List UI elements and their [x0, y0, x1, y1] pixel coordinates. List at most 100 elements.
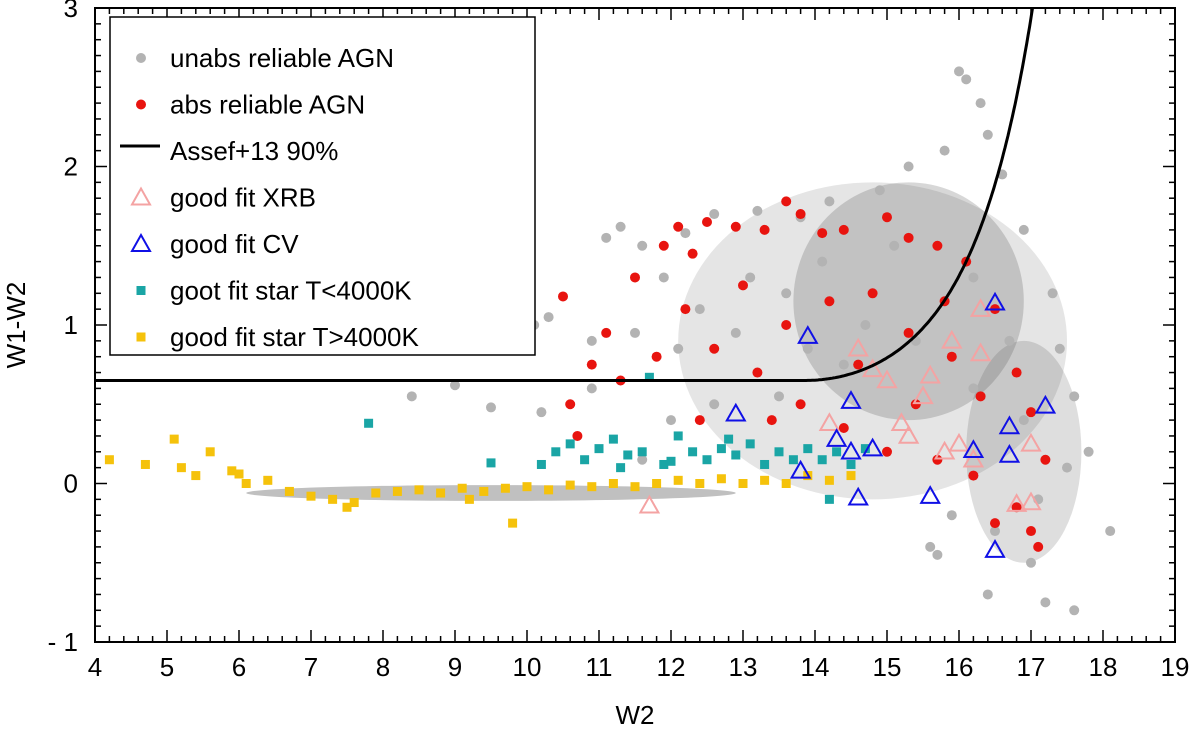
cv-point: [998, 415, 1021, 435]
star-warm-point: [464, 494, 474, 504]
assef-curve-line: [95, 8, 1035, 382]
xrb-point: [1020, 491, 1042, 511]
star-warm-point: [479, 486, 489, 496]
abs-agn-point: [903, 232, 914, 243]
cv-point: [725, 402, 747, 422]
abs-agn-point: [738, 280, 748, 291]
legend-box: [109, 16, 536, 356]
cv-point: [919, 485, 941, 504]
abs-agn-point: [932, 240, 943, 251]
star-cool-point: [817, 455, 827, 465]
x-tick-label: 14: [801, 652, 830, 682]
star-warm-point: [738, 479, 748, 488]
star-warm-point: [457, 483, 467, 493]
abs-agn-point: [838, 423, 849, 434]
star-warm-point: [349, 498, 359, 508]
unabs-agn-point: [709, 209, 720, 220]
star-warm-point: [716, 474, 726, 484]
x-tick-label: 16: [945, 652, 974, 682]
abs-agn-point: [975, 391, 986, 402]
legend-label-cv: good fit CV: [170, 229, 299, 259]
axis-ticks: [94, 7, 1176, 643]
unabs-agn-point: [903, 161, 914, 172]
star-cool-point: [724, 434, 734, 444]
legend-marker-unabs-agn: [136, 53, 146, 63]
unabs-agn-point: [982, 129, 993, 140]
unabs-agn-point: [1040, 597, 1051, 608]
star-warm-point: [371, 488, 381, 498]
star-warm-point: [652, 479, 662, 488]
cv-point: [984, 539, 1006, 558]
star-warm-point: [306, 491, 316, 501]
x-tick-label: 7: [304, 652, 318, 682]
x-tick-label: 12: [657, 652, 686, 682]
abs-agn-point: [558, 291, 568, 302]
star-warm-point: [436, 488, 446, 498]
unabs-agn-point: [874, 185, 885, 196]
unabs-agn-point: [658, 272, 669, 283]
star-cool-point: [666, 456, 676, 466]
star-cool-point: [832, 447, 842, 457]
legend-label-assef-curve: Assef+13 90%: [170, 136, 338, 166]
xrb-point: [818, 412, 841, 432]
unabs-agn-point: [781, 288, 792, 299]
xrb-point: [847, 337, 869, 357]
cv-point: [861, 437, 884, 457]
x-tick-label: 15: [873, 652, 902, 682]
xrb-point: [876, 369, 898, 389]
abs-agn-point: [730, 221, 741, 232]
data-points-layer: [104, 66, 1116, 616]
unabs-agn-point: [889, 240, 900, 251]
unabs-agn-point: [1083, 446, 1094, 457]
abs-agn-point: [702, 216, 712, 227]
abs-agn-point: [990, 518, 1000, 529]
abs-agn-point: [601, 327, 612, 338]
abs-agn-point: [853, 359, 864, 370]
legend: unabs reliable AGN abs reliable AGN Assef+…: [109, 16, 536, 356]
abs-agn-point: [673, 221, 684, 232]
unabs-agn-point: [860, 320, 871, 330]
unabs-agn-point: [968, 272, 979, 283]
star-cool-point: [580, 455, 590, 465]
star-warm-point: [104, 455, 114, 465]
unabs-agn-point: [954, 66, 964, 77]
legend-marker-cv: [130, 232, 152, 252]
unabs-agn-point: [817, 256, 828, 267]
abs-agn-point: [694, 415, 705, 426]
unabs-agn-point: [838, 359, 849, 370]
assef-curve-layer: [95, 8, 1035, 382]
star-warm-point: [169, 434, 179, 444]
unabs-agn-point: [939, 145, 950, 156]
xrb-point: [1005, 493, 1028, 512]
y-tick-label: 2: [64, 152, 78, 182]
star-cool-point: [745, 439, 755, 449]
star-warm-point: [522, 482, 532, 492]
density-shade-agn-tail: [966, 340, 1082, 563]
star-warm-point: [630, 482, 640, 492]
abs-agn-point: [795, 399, 806, 410]
y-tick-label: 3: [64, 0, 78, 23]
star-warm-point: [760, 475, 770, 485]
legend-label-unabs-agn: unabs reliable AGN: [170, 43, 394, 73]
unabs-agn-point: [694, 304, 705, 315]
star-cool-point: [788, 455, 798, 465]
cv-point: [840, 440, 862, 460]
star-cool-point: [702, 455, 712, 465]
abs-agn-point: [1011, 502, 1022, 513]
star-cool-point: [860, 444, 870, 454]
cv-point: [984, 291, 1006, 311]
star-cool-point: [688, 447, 698, 457]
unabs-agn-point: [968, 383, 979, 394]
xrb-point: [1020, 432, 1042, 452]
y-tick-label: - 1: [48, 627, 78, 657]
x-tick-label: 19: [1161, 652, 1190, 682]
x-tick-label: 6: [232, 652, 246, 682]
xrb-point: [890, 412, 913, 432]
abs-agn-point: [968, 470, 979, 481]
star-warm-point: [565, 480, 575, 490]
legend-label-abs-agn: abs reliable AGN: [170, 90, 365, 120]
abs-agn-point: [565, 399, 576, 410]
unabs-agn-point: [1054, 343, 1065, 354]
